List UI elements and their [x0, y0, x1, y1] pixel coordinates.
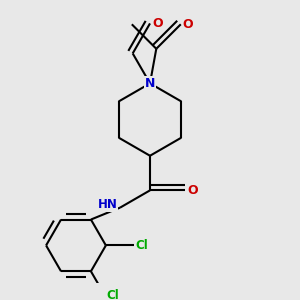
Text: HN: HN [98, 198, 118, 211]
Text: O: O [187, 184, 198, 197]
Text: O: O [182, 18, 193, 31]
Text: Cl: Cl [107, 289, 119, 300]
Text: N: N [145, 77, 155, 90]
Text: Cl: Cl [136, 239, 148, 252]
Text: O: O [152, 17, 163, 30]
